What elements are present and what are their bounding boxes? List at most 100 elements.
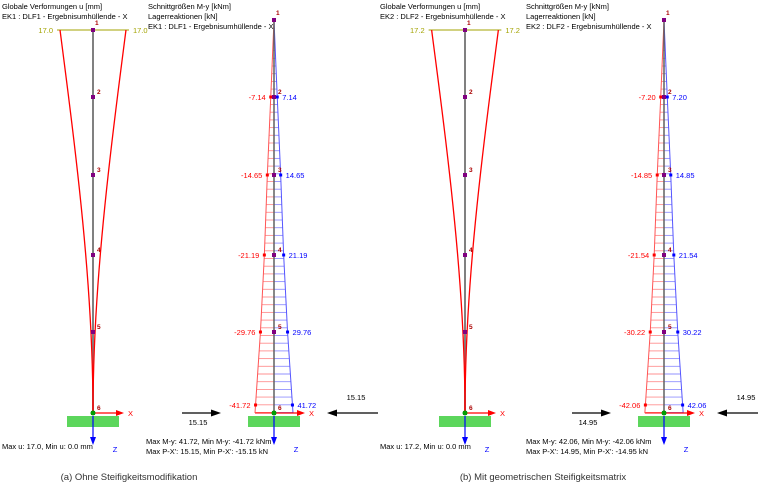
moment-max-label: 7.20 bbox=[672, 93, 687, 102]
header-line: EK2 : DLF2 - Ergebnisumhüllende - X bbox=[380, 12, 506, 21]
caption-a: (a) Ohne Steifigkeitsmodifikation bbox=[60, 472, 198, 483]
panel-header-moment-ek1: Schnittgrößen M-y [kNm] Lagerreaktionen … bbox=[148, 2, 273, 32]
deformation-value-right: 17.2 bbox=[505, 26, 520, 35]
header-line: Globale Verformungen u [mm] bbox=[380, 2, 481, 11]
moment-max-label: 14.85 bbox=[676, 171, 695, 180]
node-marker bbox=[91, 253, 95, 257]
header-line: Schnittgrößen M-y [kNm] bbox=[148, 2, 231, 11]
node-marker bbox=[463, 173, 467, 177]
x-axis-arrowhead bbox=[488, 410, 496, 416]
reaction-arrowhead-left bbox=[601, 409, 611, 417]
deformation-value-left: 17.2 bbox=[410, 26, 425, 35]
moment-min-label: -41.72 bbox=[229, 401, 250, 410]
node-number: 3 bbox=[469, 167, 473, 174]
footer-line: Max u: 17.2, Min u: 0.0 mm bbox=[380, 442, 471, 451]
node-marker bbox=[272, 253, 276, 257]
moment-min-dot bbox=[652, 253, 656, 257]
node-marker bbox=[463, 253, 467, 257]
node-marker bbox=[91, 28, 95, 32]
z-axis-arrowhead bbox=[90, 437, 96, 445]
moment-min-label: -21.54 bbox=[628, 251, 649, 260]
node-number: 2 bbox=[668, 89, 672, 96]
node-number: 3 bbox=[278, 167, 282, 174]
z-axis-arrowhead bbox=[271, 437, 277, 445]
deformed-shape-left bbox=[430, 29, 466, 414]
moment-min-dot bbox=[655, 173, 659, 177]
node-marker bbox=[463, 28, 467, 32]
node-number: 5 bbox=[278, 324, 282, 331]
node-number: 1 bbox=[276, 10, 280, 17]
node-number: 5 bbox=[668, 324, 672, 331]
reaction-arrowhead-right bbox=[717, 409, 727, 417]
node-marker bbox=[272, 330, 276, 334]
moment-min-label: -30.22 bbox=[624, 328, 645, 337]
panel-header-deformation-ek2: Globale Verformungen u [mm] EK2 : DLF2 -… bbox=[380, 2, 505, 22]
moment-max-dot bbox=[282, 253, 286, 257]
node-number: 6 bbox=[278, 405, 282, 412]
panel-footer-moment-ek1: Max M-y: 41.72, Min M-y: -41.72 kNm Max … bbox=[146, 437, 271, 457]
node-number: 3 bbox=[97, 167, 101, 174]
header-line: EK2 : DLF2 - Ergebnisumhüllende - X bbox=[526, 22, 652, 31]
z-axis-arrowhead bbox=[462, 437, 468, 445]
diagram-moment-3: -7.20 7.20 -14.85 14.85 -21.54 21.54 -30.22 30.… bbox=[572, 10, 758, 454]
origin-dot bbox=[661, 410, 667, 416]
reaction-value-right: 15.15 bbox=[347, 393, 366, 402]
moment-max-label: 21.54 bbox=[679, 251, 698, 260]
moment-max-label: 21.19 bbox=[289, 251, 308, 260]
moment-outline-max bbox=[273, 19, 294, 414]
moment-min-label: -29.76 bbox=[234, 328, 255, 337]
origin-dot bbox=[271, 410, 277, 416]
x-axis-arrowhead bbox=[687, 410, 695, 416]
panel-header-moment-ek2: Schnittgrößen M-y [kNm] Lagerreaktionen … bbox=[526, 2, 651, 32]
diagram-deformation-0: 17.0 17.0 1 2 3 4 5 6 X Z bbox=[38, 20, 147, 454]
footer-line: Max M-y: 41.72, Min M-y: -41.72 kNm bbox=[146, 437, 272, 446]
moment-max-dot bbox=[681, 403, 685, 407]
reaction-value-right: 14.95 bbox=[737, 393, 756, 402]
node-number: 4 bbox=[469, 247, 473, 254]
node-number: 6 bbox=[97, 405, 101, 412]
reaction-value-left: 14.95 bbox=[579, 418, 598, 427]
x-axis-arrowhead bbox=[297, 410, 305, 416]
moment-outline-min bbox=[644, 19, 665, 414]
deformation-value-right: 17.0 bbox=[133, 26, 148, 35]
moment-max-label: 14.65 bbox=[286, 171, 305, 180]
node-marker bbox=[272, 18, 276, 22]
node-marker bbox=[662, 18, 666, 22]
moment-min-dot bbox=[643, 403, 647, 407]
panel-header-deformation-ek1: Globale Verformungen u [mm] EK1 : DLF1 -… bbox=[2, 2, 127, 22]
node-marker bbox=[272, 95, 276, 99]
header-line: Globale Verformungen u [mm] bbox=[2, 2, 103, 11]
origin-dot bbox=[90, 410, 96, 416]
moment-min-label: -7.20 bbox=[639, 93, 656, 102]
z-axis-label: Z bbox=[113, 445, 118, 454]
footer-line: Max P-X': 14.95, Min P-X': -14.95 kN bbox=[526, 447, 649, 456]
node-number: 4 bbox=[97, 247, 101, 254]
moment-max-dot bbox=[672, 253, 676, 257]
moment-min-label: -14.85 bbox=[631, 171, 652, 180]
moment-max-label: 7.14 bbox=[282, 93, 297, 102]
node-number: 1 bbox=[467, 20, 471, 27]
node-number: 1 bbox=[95, 20, 99, 27]
panel-footer-deformation-ek2: Max u: 17.2, Min u: 0.0 mm bbox=[380, 442, 471, 452]
header-line: Lagerreaktionen [kN] bbox=[148, 12, 218, 21]
diagram-deformation-2: 17.2 17.2 1 2 3 4 5 6 X Z bbox=[410, 20, 520, 454]
node-marker bbox=[91, 173, 95, 177]
node-number: 1 bbox=[666, 10, 670, 17]
z-axis-arrowhead bbox=[661, 437, 667, 445]
moment-max-dot bbox=[669, 173, 673, 177]
node-marker bbox=[662, 95, 666, 99]
node-number: 4 bbox=[278, 247, 282, 254]
moment-min-dot bbox=[258, 330, 262, 334]
panel-footer-moment-ek2: Max M-y: 42.06, Min M-y: -42.06 kNm Max … bbox=[526, 437, 651, 457]
node-marker bbox=[272, 173, 276, 177]
header-line: Schnittgrößen M-y [kNm] bbox=[526, 2, 609, 11]
node-number: 3 bbox=[668, 167, 672, 174]
moment-outline-max bbox=[663, 19, 684, 414]
moment-max-dot bbox=[665, 95, 669, 99]
deformed-shape-right bbox=[92, 29, 127, 414]
node-number: 2 bbox=[97, 89, 101, 96]
moment-max-label: 42.06 bbox=[688, 401, 707, 410]
moment-min-dot bbox=[265, 173, 269, 177]
